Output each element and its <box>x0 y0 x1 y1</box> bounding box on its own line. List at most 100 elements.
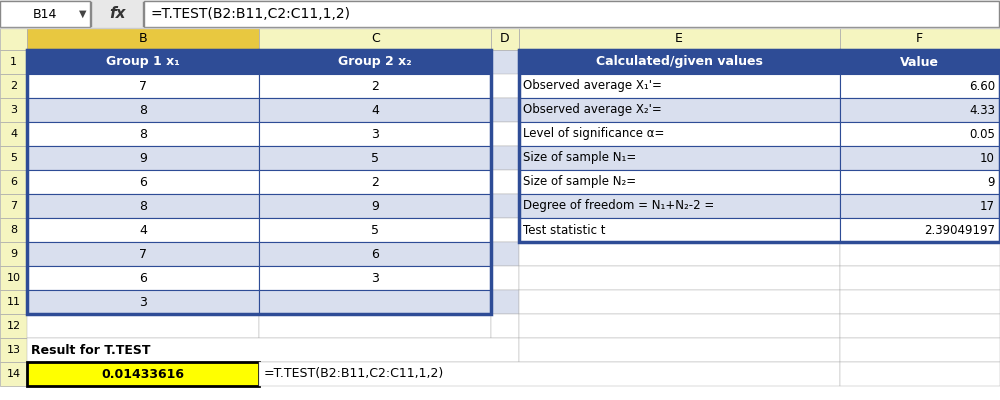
Text: 6: 6 <box>10 177 17 187</box>
Bar <box>27 122 259 146</box>
Text: C: C <box>371 32 380 46</box>
Text: 17: 17 <box>980 200 995 212</box>
Text: 5: 5 <box>371 224 379 236</box>
Text: 5: 5 <box>10 153 17 163</box>
Text: fx: fx <box>109 6 125 22</box>
Bar <box>491 74 519 98</box>
Text: 6: 6 <box>371 248 379 260</box>
Bar <box>519 74 840 98</box>
Text: F: F <box>916 32 923 46</box>
Text: 0.05: 0.05 <box>969 128 995 140</box>
Text: 10: 10 <box>7 273 21 283</box>
Bar <box>491 314 519 338</box>
Text: 3: 3 <box>10 105 17 115</box>
Bar <box>840 50 1000 74</box>
Bar <box>491 50 519 74</box>
Text: 7: 7 <box>139 80 147 92</box>
Bar <box>840 146 1000 170</box>
Text: Group 1 x₁: Group 1 x₁ <box>106 56 180 68</box>
Bar <box>519 170 840 194</box>
Text: Level of significance α=: Level of significance α= <box>523 128 664 140</box>
Bar <box>27 362 259 386</box>
Bar <box>840 28 1000 50</box>
Bar <box>259 194 491 218</box>
Text: 11: 11 <box>7 297 21 307</box>
Text: 3: 3 <box>139 296 147 308</box>
Text: 7: 7 <box>139 248 147 260</box>
Bar <box>0 146 27 170</box>
Bar <box>27 98 259 122</box>
Bar <box>840 314 1000 338</box>
Bar <box>491 98 519 122</box>
Text: 9: 9 <box>371 200 379 212</box>
Text: 9: 9 <box>139 152 147 164</box>
Bar <box>0 1 90 27</box>
Text: 9: 9 <box>988 176 995 188</box>
Text: 6: 6 <box>139 176 147 188</box>
Bar <box>519 266 840 290</box>
Bar <box>491 194 519 218</box>
Text: 9: 9 <box>10 249 17 259</box>
Bar <box>27 146 259 170</box>
Bar <box>0 242 27 266</box>
Bar <box>27 28 259 50</box>
Bar <box>840 242 1000 266</box>
Bar <box>0 122 27 146</box>
Text: Size of sample N₁=: Size of sample N₁= <box>523 152 636 164</box>
Bar <box>27 74 259 98</box>
Bar <box>27 242 259 266</box>
Bar <box>0 314 27 338</box>
Text: Calculated/given values: Calculated/given values <box>596 56 762 68</box>
Text: =T.TEST(B2:B11,C2:C11,1,2): =T.TEST(B2:B11,C2:C11,1,2) <box>150 7 350 21</box>
Bar <box>0 362 27 386</box>
Bar <box>519 218 840 242</box>
Text: 13: 13 <box>7 345 21 355</box>
Bar <box>259 170 491 194</box>
Bar <box>27 266 259 290</box>
Bar <box>259 98 491 122</box>
Bar <box>259 290 491 314</box>
Bar <box>840 98 1000 122</box>
Bar <box>259 146 491 170</box>
Bar <box>519 242 840 266</box>
Bar <box>27 338 519 362</box>
Text: 2.39049197: 2.39049197 <box>924 224 995 236</box>
Bar <box>840 194 1000 218</box>
Bar <box>144 1 999 27</box>
Bar <box>259 242 491 266</box>
Bar <box>0 0 1000 28</box>
Bar <box>259 314 491 338</box>
Bar <box>27 290 259 314</box>
Bar <box>519 50 840 74</box>
Text: Group 2 x₂: Group 2 x₂ <box>338 56 412 68</box>
Text: D: D <box>500 32 510 46</box>
Text: E: E <box>675 32 683 46</box>
Bar <box>259 122 491 146</box>
Bar <box>840 362 1000 386</box>
Text: Result for T.TEST: Result for T.TEST <box>31 344 151 356</box>
Bar <box>840 122 1000 146</box>
Bar <box>259 266 491 290</box>
Bar <box>840 74 1000 98</box>
Text: 14: 14 <box>7 369 21 379</box>
Bar <box>0 290 27 314</box>
Bar <box>519 194 840 218</box>
Bar <box>519 50 1000 242</box>
Text: 8: 8 <box>139 128 147 140</box>
Bar <box>0 194 27 218</box>
Bar <box>0 98 27 122</box>
Bar <box>0 50 27 74</box>
Text: Observed average X₁'=: Observed average X₁'= <box>523 80 661 92</box>
Text: 6: 6 <box>139 272 147 284</box>
Bar <box>519 28 840 50</box>
Text: 3: 3 <box>371 272 379 284</box>
Text: 4.33: 4.33 <box>969 104 995 116</box>
Text: Degree of freedom = N₁+N₂-2 =: Degree of freedom = N₁+N₂-2 = <box>523 200 714 212</box>
Bar <box>259 74 491 98</box>
Bar <box>491 146 519 170</box>
Text: 12: 12 <box>7 321 21 331</box>
Text: Observed average X₂'=: Observed average X₂'= <box>523 104 661 116</box>
Bar <box>27 194 259 218</box>
Text: B: B <box>139 32 148 46</box>
Text: ▼: ▼ <box>79 9 87 19</box>
